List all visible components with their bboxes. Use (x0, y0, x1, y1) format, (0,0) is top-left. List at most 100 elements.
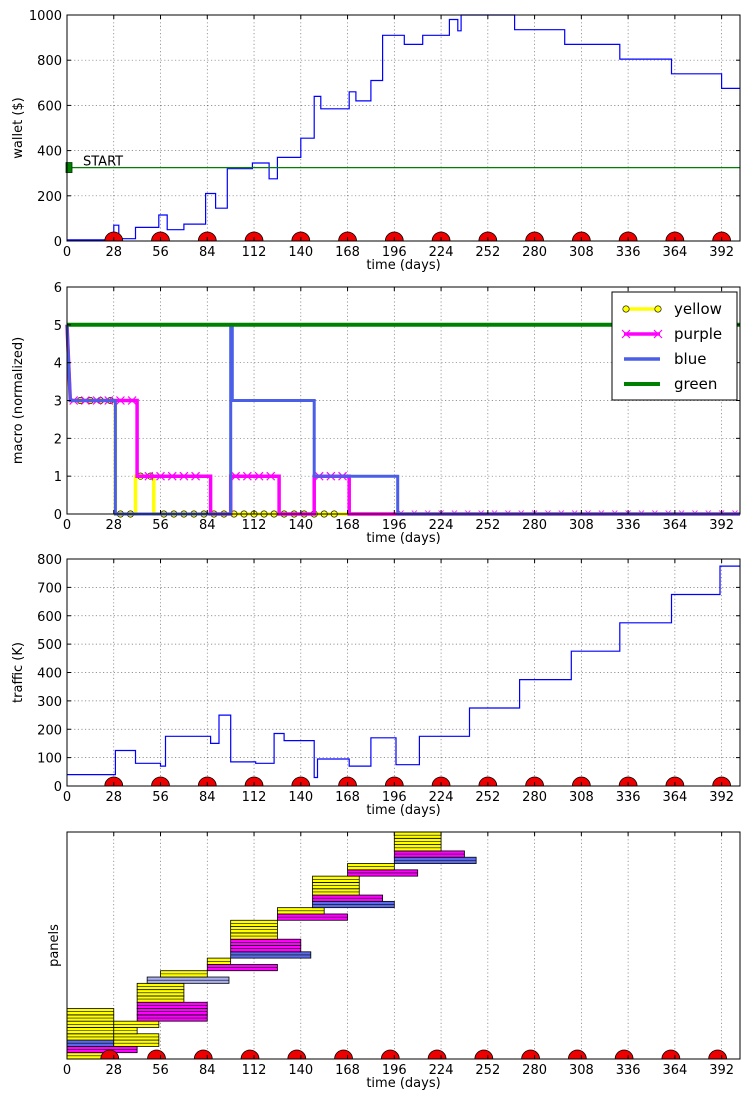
event-marker (104, 231, 124, 242)
y-tick-label: 200 (37, 723, 62, 738)
x-tick-label: 112 (242, 1063, 267, 1078)
event-marker (380, 1049, 400, 1060)
chart-panel-1: START 0 28 56 84 112 140 168 196 224 252 280 308 336 3… (11, 9, 741, 273)
x-tick-label: 392 (709, 518, 734, 533)
event-marker (147, 1049, 166, 1060)
event-marker (712, 231, 732, 242)
x-tick-label: 84 (199, 790, 216, 805)
y-axis-label: panels (47, 924, 62, 967)
x-tick-label: 252 (475, 245, 500, 260)
x-tick-label: 196 (382, 518, 407, 533)
y-tick-label: 2 (54, 432, 62, 447)
legend-label-green: green (674, 375, 717, 393)
event-marker (474, 1049, 494, 1060)
event-marker (525, 231, 544, 242)
event-marker (384, 776, 404, 787)
x-tick-label: 364 (662, 1063, 687, 1078)
event-marker (665, 231, 685, 242)
x-tick-label: 336 (616, 790, 641, 805)
x-tick-label: 252 (475, 790, 500, 805)
x-tick-label: 336 (616, 518, 641, 533)
y-tick-label: 0 (54, 780, 62, 795)
event-marker (431, 776, 451, 787)
x-tick-label: 392 (709, 245, 734, 260)
x-tick-label: 112 (242, 790, 267, 805)
purple-marker (242, 471, 252, 481)
purple-marker (167, 471, 177, 481)
event-marker (427, 1049, 447, 1060)
x-tick-label: 224 (429, 1063, 454, 1078)
y-tick-label: 600 (37, 99, 62, 114)
x-tick-label: 364 (662, 518, 687, 533)
x-tick-label: 112 (242, 518, 267, 533)
y-tick-label: 400 (37, 667, 62, 682)
plot-frame (66, 14, 741, 242)
x-tick-label: 196 (382, 1063, 407, 1078)
event-marker (197, 231, 217, 242)
event-marker (525, 776, 544, 787)
x-tick-label: 280 (522, 518, 547, 533)
x-tick-label: 0 (63, 518, 71, 533)
purple-marker (266, 471, 276, 481)
purple-marker (191, 471, 201, 481)
x-axis-label: time (days) (366, 1076, 440, 1091)
y-tick-label: 700 (37, 581, 62, 596)
x-tick-label: 336 (616, 245, 641, 260)
event-marker (521, 1049, 540, 1060)
y-axis-label: traffic (K) (11, 642, 26, 703)
x-tick-label: 168 (335, 790, 360, 805)
x-tick-label: 168 (335, 1063, 360, 1078)
legend-marker-purple (653, 329, 663, 339)
x-axis-label: time (days) (366, 803, 440, 818)
y-tick-label: 600 (37, 610, 62, 625)
legend-label-yellow: yellow (674, 300, 722, 318)
event-marker (431, 231, 451, 242)
purple-marker (116, 396, 125, 405)
x-tick-label: 196 (382, 790, 407, 805)
x-tick-label: 280 (522, 245, 547, 260)
event-marker (571, 776, 591, 787)
event-marker (287, 1049, 307, 1060)
x-tick-label: 364 (662, 790, 687, 805)
legend-marker-purple (621, 329, 631, 339)
y-axis-label: wallet ($) (11, 97, 26, 158)
x-tick-label: 392 (709, 1063, 734, 1078)
chart-panel-4: 0 28 56 84 112 140 168 196 224 252 280 308 336 364 392… (47, 831, 741, 1091)
event-marker (712, 776, 732, 787)
event-marker (567, 1049, 587, 1060)
purple-marker (127, 396, 137, 405)
x-tick-label: 84 (199, 518, 216, 533)
event-marker (665, 776, 685, 787)
x-tick-label: 280 (522, 790, 547, 805)
x-tick-label: 196 (382, 245, 407, 260)
legend-label-purple: purple (674, 325, 722, 343)
event-marker (708, 1049, 728, 1060)
event-marker (618, 776, 638, 787)
x-tick-label: 140 (288, 245, 313, 260)
x-tick-label: 308 (569, 245, 594, 260)
event-marker (661, 1049, 681, 1060)
y-tick-label: 800 (37, 54, 62, 69)
x-tick-label: 56 (152, 518, 169, 533)
x-tick-label: 0 (63, 1063, 71, 1078)
event-marker (478, 231, 498, 242)
x-tick-label: 336 (616, 1063, 641, 1078)
event-marker (334, 1049, 353, 1060)
purple-marker (254, 471, 264, 481)
x-tick-label: 224 (429, 790, 454, 805)
event-marker (244, 776, 264, 787)
x-tick-label: 168 (335, 518, 360, 533)
event-marker (291, 231, 311, 242)
event-marker (338, 231, 357, 242)
x-tick-label: 252 (475, 1063, 500, 1078)
x-tick-label: 0 (63, 245, 71, 260)
y-tick-label: 3 (54, 395, 62, 410)
chart-panel-2: 0 28 56 84 112 140 168 196 224 252 280 308 336 364 392… (11, 281, 741, 546)
event-marker (384, 231, 404, 242)
y-tick-label: 0 (54, 508, 62, 523)
start-annotation: START (83, 155, 123, 170)
x-tick-label: 56 (152, 245, 169, 260)
event-marker (478, 776, 498, 787)
x-tick-label: 28 (105, 790, 122, 805)
